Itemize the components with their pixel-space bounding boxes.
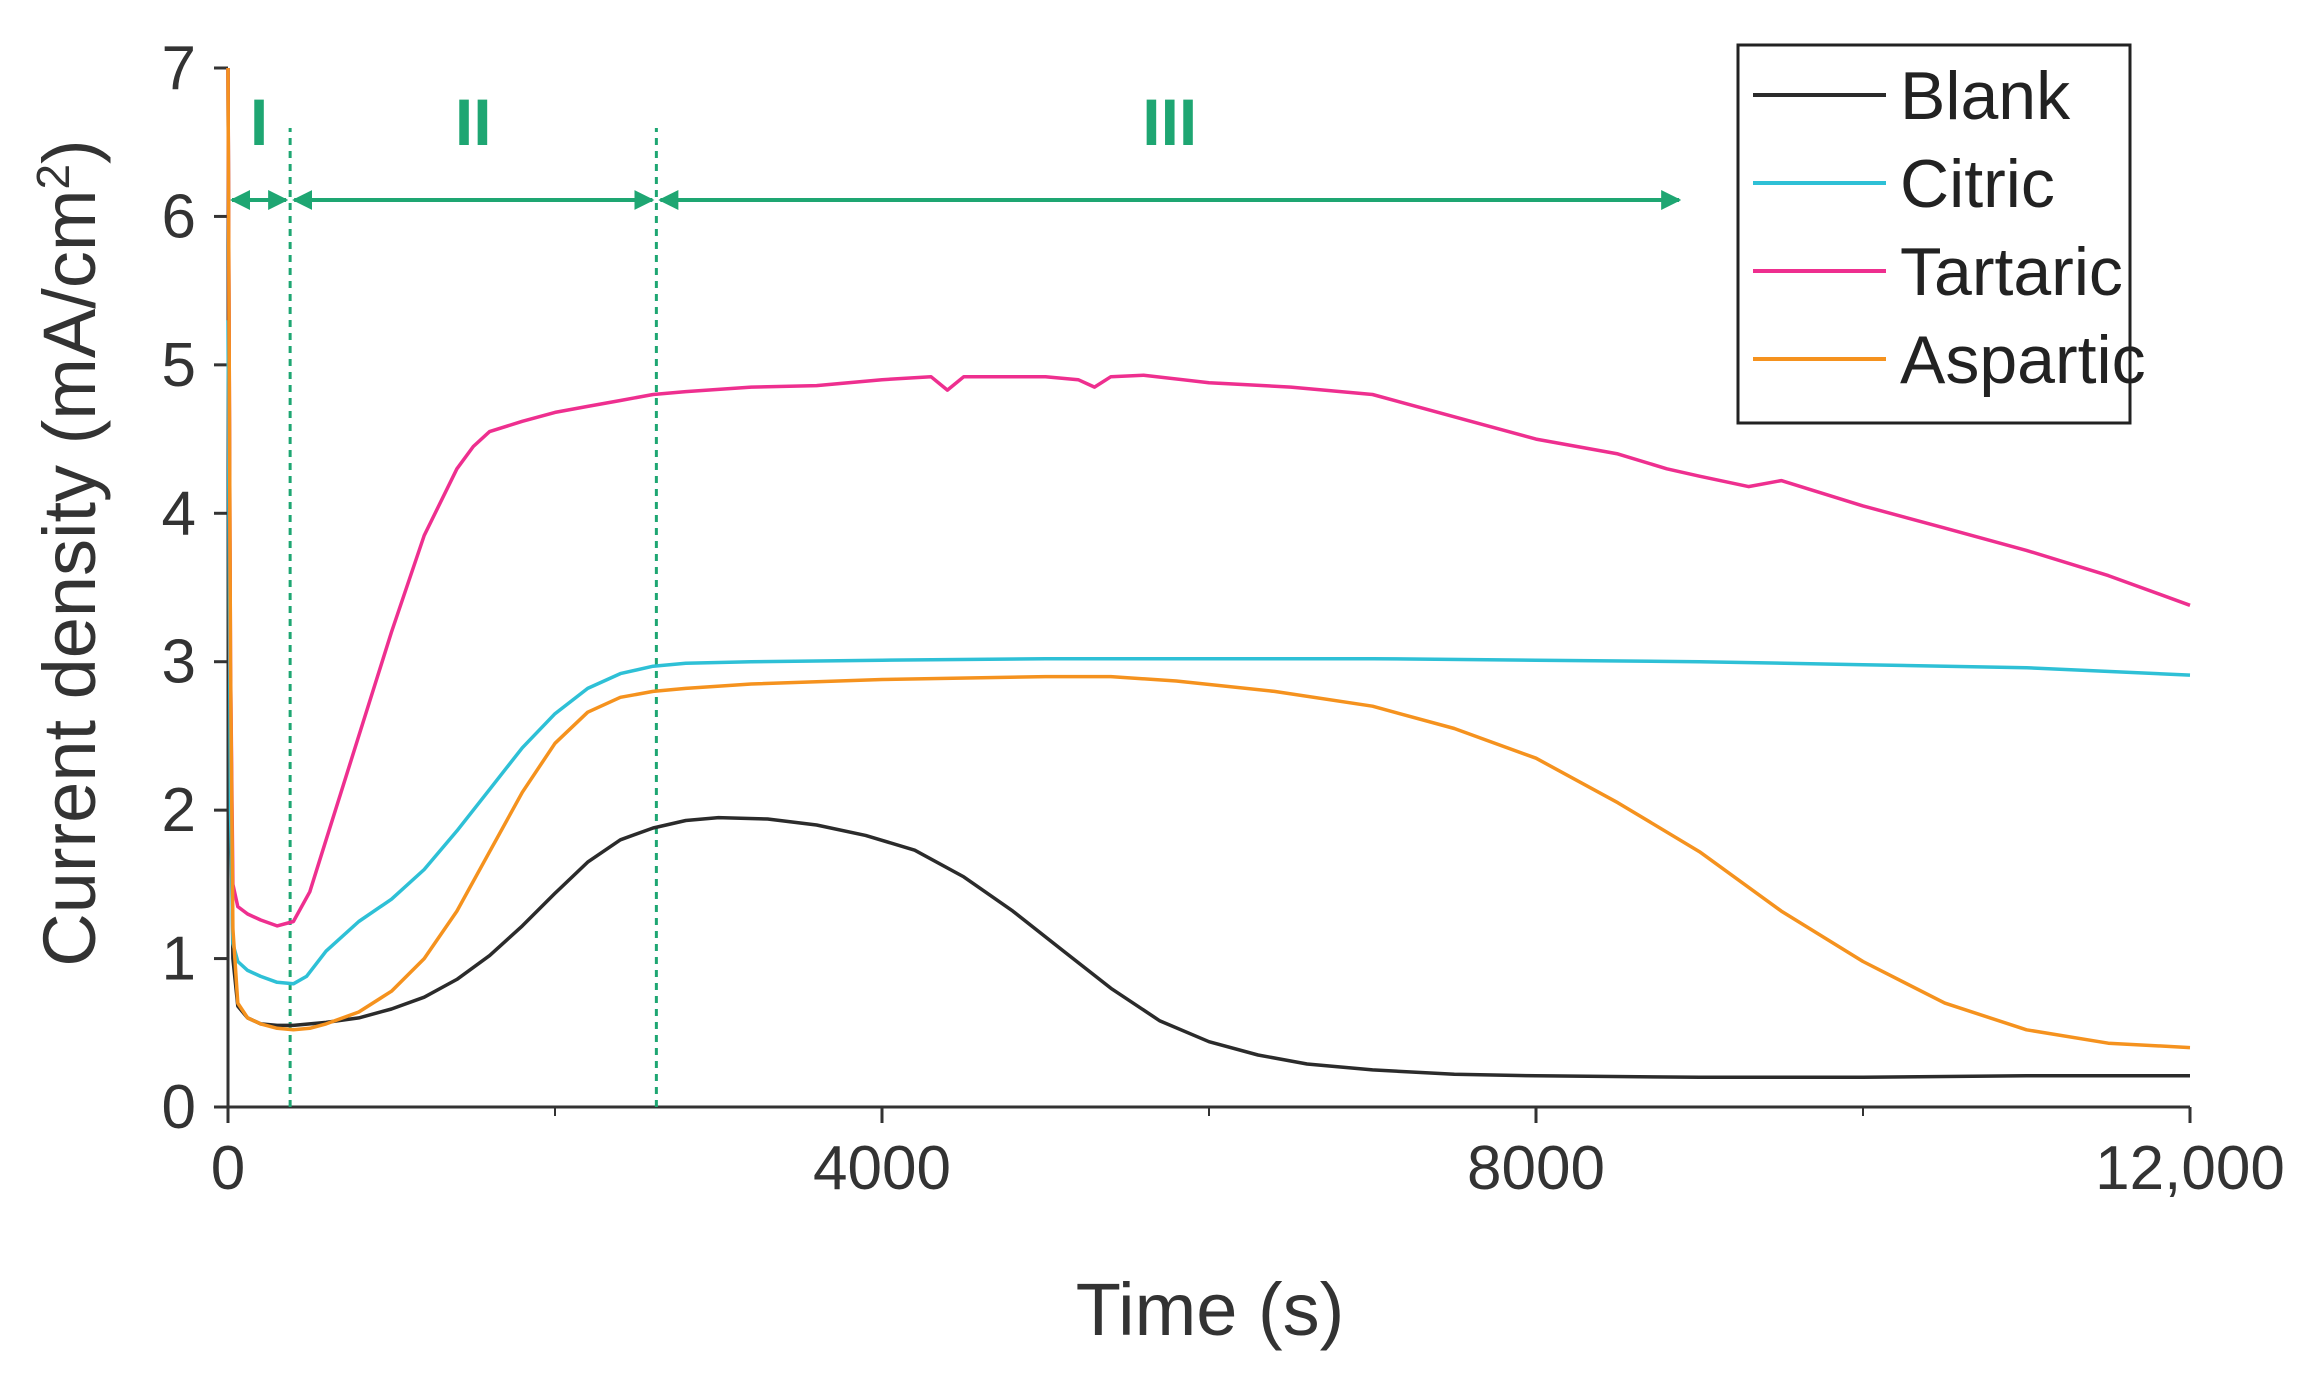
series-line-citric bbox=[226, 320, 2191, 986]
legend-label-tartaric: Tartaric bbox=[1900, 234, 2123, 310]
region-label-ii: II bbox=[455, 85, 492, 159]
x-tick-label: 0 bbox=[211, 1134, 245, 1203]
y-tick-label: 5 bbox=[162, 331, 196, 400]
series-line-aspartic bbox=[226, 67, 2191, 1050]
legend-label-citric: Citric bbox=[1900, 146, 2055, 222]
y-axis-title-sup: 2 bbox=[27, 164, 79, 190]
y-tick-label: 1 bbox=[162, 925, 196, 994]
legend: Blank Citric Tartaric Aspartic bbox=[1736, 43, 2146, 425]
legend-label-aspartic: Aspartic bbox=[1900, 322, 2146, 398]
x-axis-title: Time (s) bbox=[1076, 1268, 1345, 1351]
region-label-iii: III bbox=[1142, 85, 1197, 159]
series-lines bbox=[226, 67, 2191, 1080]
y-tick-label: 2 bbox=[162, 776, 196, 845]
region-annotations: I II III bbox=[230, 85, 1682, 210]
legend-label-blank: Blank bbox=[1900, 58, 2071, 134]
x-tick-label: 8000 bbox=[1467, 1134, 1605, 1203]
series-line-tartaric bbox=[226, 67, 2191, 928]
region-label-i: I bbox=[250, 85, 268, 159]
y-axis-title: Current density (mA/cm2) bbox=[27, 139, 111, 966]
x-tick-label: 4000 bbox=[813, 1134, 951, 1203]
ticks: 0 4000 8000 12,000 0 1 2 3 4 5 6 7 bbox=[162, 34, 2285, 1203]
y-axis-title-main: Current density (mA/cm bbox=[28, 190, 111, 967]
x-tick-label: 12,000 bbox=[2095, 1134, 2285, 1203]
y-tick-label: 0 bbox=[162, 1073, 196, 1142]
region-dividers bbox=[288, 128, 658, 1107]
y-tick-label: 4 bbox=[162, 479, 196, 548]
y-tick-label: 6 bbox=[162, 182, 196, 251]
y-tick-label: 3 bbox=[162, 628, 196, 697]
series-line-blank bbox=[226, 67, 2190, 1080]
y-tick-label: 7 bbox=[162, 34, 196, 103]
y-axis-title-close: ) bbox=[28, 139, 111, 164]
